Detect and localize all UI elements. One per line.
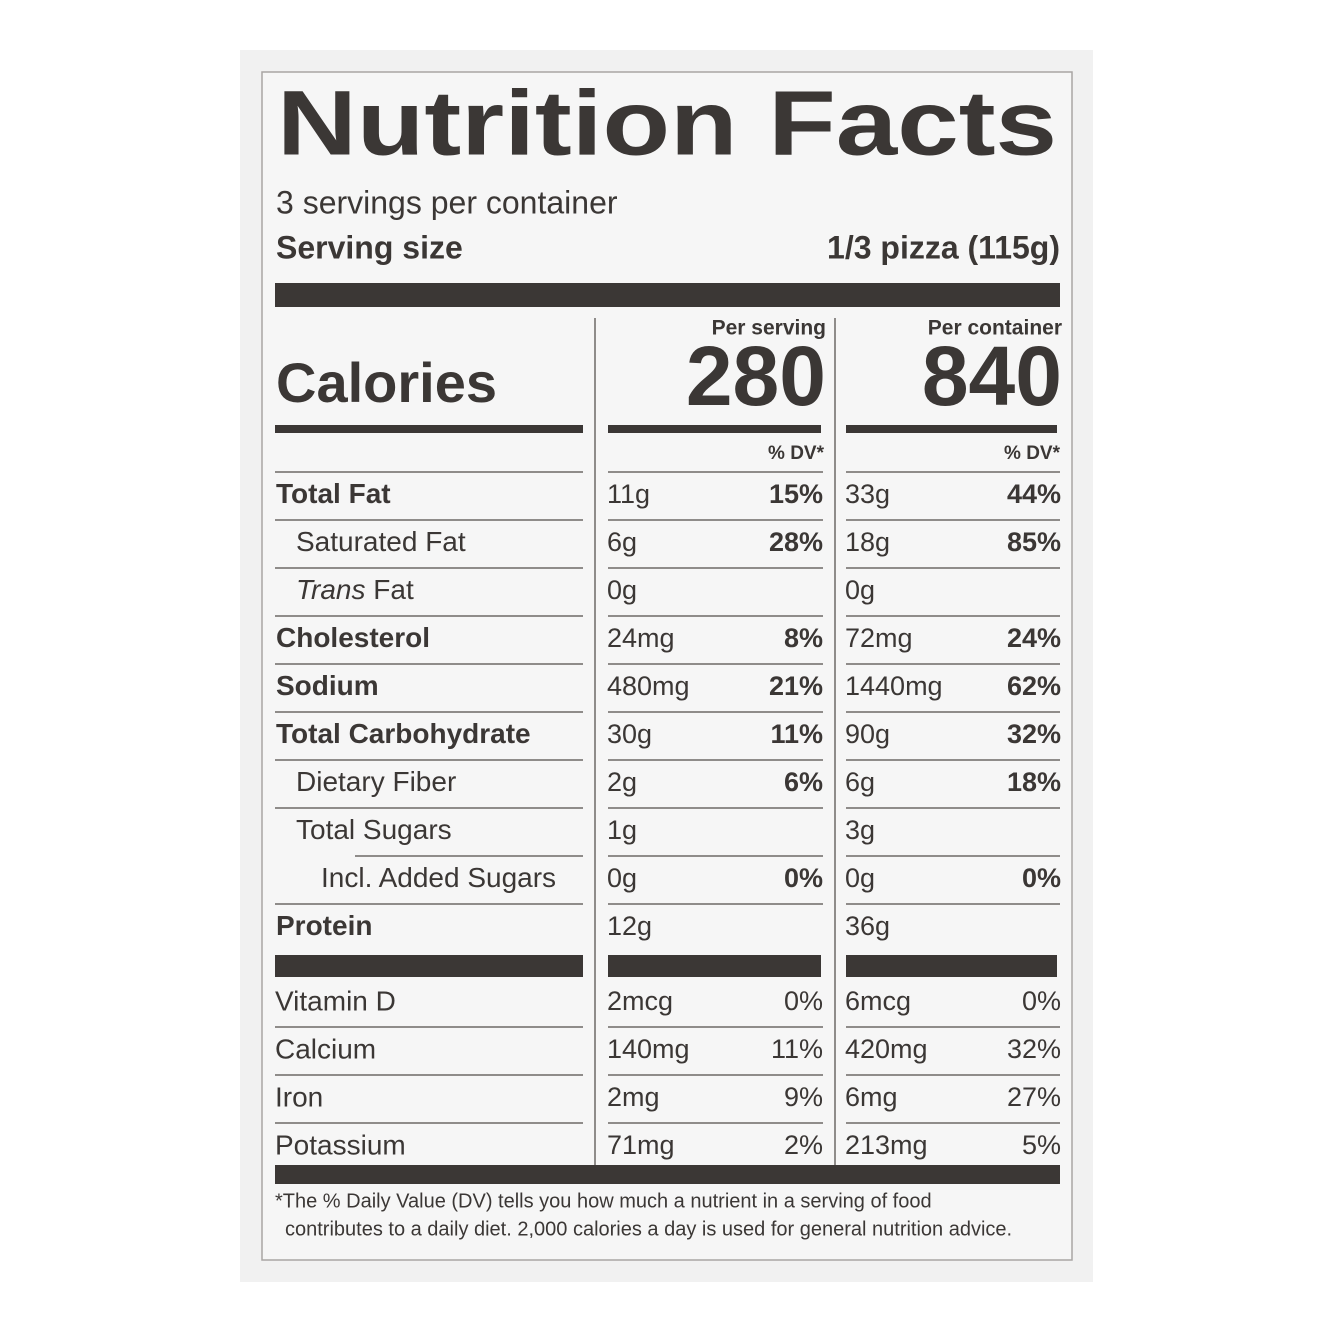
nutrient-name-text: Total Fat xyxy=(276,478,391,509)
column-heading: Per serving xyxy=(712,317,826,340)
nutrient-name-text: Protein xyxy=(276,910,372,941)
nutrient-name: Incl. Added Sugars xyxy=(321,862,556,893)
calories-value: 280 xyxy=(686,329,826,423)
amount: 1440mg xyxy=(845,671,943,701)
daily-value: 0% xyxy=(784,863,823,893)
dv-heading: % DV* xyxy=(768,443,825,464)
amount: 0g xyxy=(607,575,637,605)
footnote: contributes to a daily diet. 2,000 calor… xyxy=(285,1218,1012,1240)
amount: 18g xyxy=(845,527,890,557)
amount: 30g xyxy=(607,719,652,749)
thick-bar xyxy=(275,1165,1060,1184)
daily-value: 21% xyxy=(769,671,823,701)
nutrient-name: Total Fat xyxy=(276,478,391,509)
nutrient-name: Saturated Fat xyxy=(296,526,466,557)
nutrient-name: Trans Fat xyxy=(296,574,414,605)
amount: 213mg xyxy=(845,1130,928,1160)
nutrient-name: Cholesterol xyxy=(276,622,430,653)
calories-value: 840 xyxy=(922,329,1062,423)
amount: 71mg xyxy=(607,1130,675,1160)
label-border xyxy=(261,71,1073,1261)
daily-value: 11% xyxy=(770,719,823,749)
nutrient-name-text: Sodium xyxy=(276,670,379,701)
calories-label: Calories xyxy=(276,351,497,414)
nutrient-name: Total Sugars xyxy=(296,814,452,845)
amount: 2mcg xyxy=(607,986,673,1016)
amount: 33g xyxy=(845,479,890,509)
amount: 11g xyxy=(607,479,650,509)
daily-value: 85% xyxy=(1007,527,1061,557)
servings: 3 servings per container xyxy=(276,184,618,220)
daily-value: 15% xyxy=(769,479,823,509)
daily-value: 9% xyxy=(784,1082,823,1112)
amount: 140mg xyxy=(607,1034,690,1064)
daily-value: 5% xyxy=(1022,1130,1061,1160)
thick-bar xyxy=(846,425,1057,433)
nutrient-name-text: Cholesterol xyxy=(276,622,430,653)
thick-bar xyxy=(275,283,1060,307)
thick-bar xyxy=(608,425,821,433)
nutrient-name-text: Incl. Added Sugars xyxy=(321,862,556,893)
daily-value: 44% xyxy=(1007,479,1061,509)
daily-value: 2% xyxy=(784,1130,823,1160)
vitamin-name: Potassium xyxy=(275,1129,406,1160)
column-heading: Per container xyxy=(928,317,1062,340)
amount: 12g xyxy=(607,911,652,941)
vitamin-name: Calcium xyxy=(275,1033,376,1064)
thick-bar xyxy=(275,955,583,977)
amount: 420mg xyxy=(845,1034,928,1064)
nutrient-name: Sodium xyxy=(276,670,379,701)
daily-value: 18% xyxy=(1007,767,1061,797)
footnote: *The % Daily Value (DV) tells you how mu… xyxy=(275,1190,932,1212)
vitamin-name: Iron xyxy=(275,1081,323,1112)
amount: 0g xyxy=(845,863,875,893)
nutrient-name: Dietary Fiber xyxy=(296,766,456,797)
amount: 90g xyxy=(845,719,890,749)
thick-bar xyxy=(608,955,821,977)
amount: 6g xyxy=(607,527,637,557)
dv-heading: % DV* xyxy=(1004,443,1061,464)
nutrient-name-text: Total Sugars xyxy=(296,814,452,845)
vitamin-name: Vitamin D xyxy=(275,985,396,1016)
daily-value: 6% xyxy=(784,767,823,797)
amount: 480mg xyxy=(607,671,690,701)
daily-value: 24% xyxy=(1007,623,1061,653)
amount: 6g xyxy=(845,767,875,797)
nutrient-name-text: Total Carbohydrate xyxy=(276,718,531,749)
daily-value: 28% xyxy=(769,527,823,557)
amount: 1g xyxy=(607,815,637,845)
nutrient-name-rest: Fat xyxy=(373,574,414,605)
thick-bar xyxy=(846,955,1057,977)
amount: 6mg xyxy=(845,1082,898,1112)
thick-bar xyxy=(275,425,583,433)
serving-size-label: Serving size xyxy=(276,229,463,265)
nutrient-name-text: Dietary Fiber xyxy=(296,766,456,797)
nutrient-name: Protein xyxy=(276,910,372,941)
amount: 0g xyxy=(607,863,637,893)
amount: 24mg xyxy=(607,623,675,653)
serving-size-value: 1/3 pizza (115g) xyxy=(827,229,1060,265)
daily-value: 32% xyxy=(1007,719,1061,749)
amount: 36g xyxy=(845,911,890,941)
nutrient-name-italic: Trans xyxy=(296,574,366,605)
daily-value: 32% xyxy=(1007,1034,1061,1064)
daily-value: 8% xyxy=(784,623,823,653)
amount: 2g xyxy=(607,767,637,797)
daily-value: 0% xyxy=(784,986,823,1016)
daily-value: 11% xyxy=(771,1034,823,1064)
nutrient-name-text: Saturated Fat xyxy=(296,526,466,557)
amount: 3g xyxy=(845,815,875,845)
daily-value: 27% xyxy=(1007,1082,1061,1112)
daily-value: 0% xyxy=(1022,986,1061,1016)
daily-value: 62% xyxy=(1007,671,1061,701)
amount: 0g xyxy=(845,575,875,605)
amount: 72mg xyxy=(845,623,913,653)
title: Nutrition Facts xyxy=(277,72,1057,174)
amount: 2mg xyxy=(607,1082,660,1112)
amount: 6mcg xyxy=(845,986,911,1016)
nutrient-name: Total Carbohydrate xyxy=(276,718,531,749)
daily-value: 0% xyxy=(1022,863,1061,893)
